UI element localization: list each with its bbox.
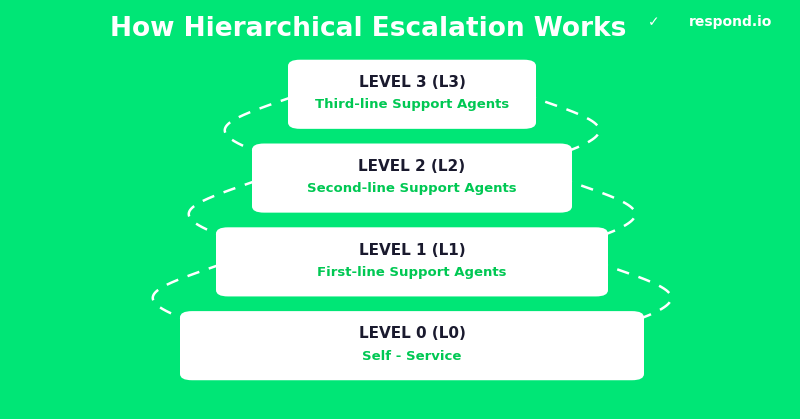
Text: How Hierarchical Escalation Works: How Hierarchical Escalation Works: [110, 16, 626, 42]
Text: Self - Service: Self - Service: [362, 349, 462, 363]
Text: Second-line Support Agents: Second-line Support Agents: [307, 182, 517, 195]
FancyBboxPatch shape: [288, 59, 536, 129]
FancyBboxPatch shape: [252, 143, 572, 213]
FancyBboxPatch shape: [180, 311, 644, 380]
Text: LEVEL 2 (L2): LEVEL 2 (L2): [358, 159, 466, 174]
Text: Third-line Support Agents: Third-line Support Agents: [315, 98, 509, 111]
Text: respond.io: respond.io: [689, 15, 772, 28]
Text: ✓: ✓: [648, 15, 660, 28]
Text: LEVEL 0 (L0): LEVEL 0 (L0): [358, 326, 466, 341]
Text: LEVEL 3 (L3): LEVEL 3 (L3): [358, 75, 466, 90]
Text: LEVEL 1 (L1): LEVEL 1 (L1): [358, 243, 466, 258]
FancyBboxPatch shape: [216, 227, 608, 297]
Text: First-line Support Agents: First-line Support Agents: [318, 266, 506, 279]
